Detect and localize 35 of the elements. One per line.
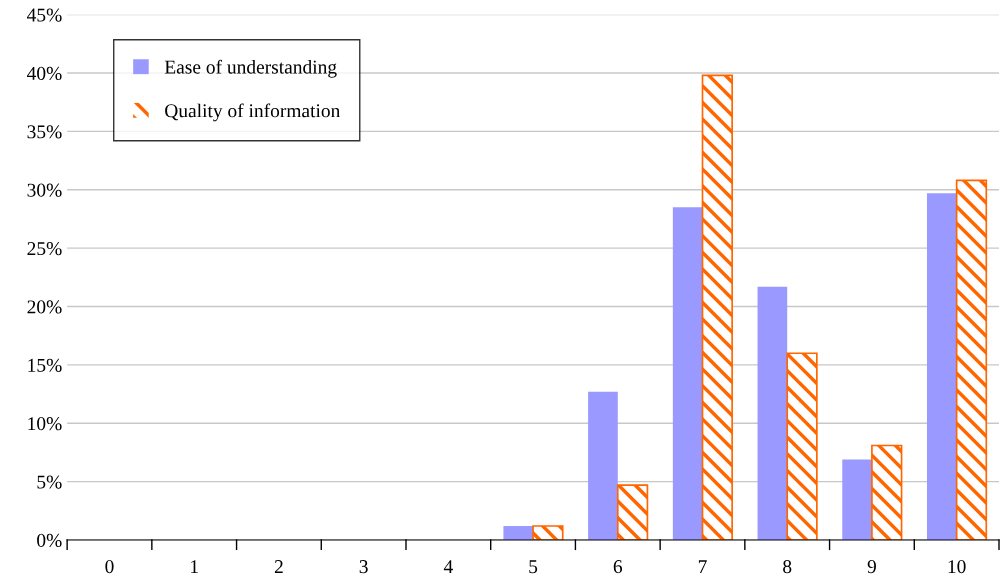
y-tick-label: 0% — [37, 533, 62, 548]
x-tick-label: 2 — [274, 560, 283, 573]
x-tick-label: 3 — [359, 560, 368, 574]
x-tick-label: 0 — [105, 560, 114, 574]
bar — [672, 207, 703, 541]
y-tick-label: 5% — [37, 475, 62, 489]
bar — [786, 352, 818, 541]
y-tick-label: 35% — [27, 125, 62, 139]
bar — [588, 391, 618, 541]
x-tick-label: 7 — [698, 560, 707, 573]
x-tick-label: 10 — [948, 560, 966, 574]
bar — [532, 525, 564, 541]
x-tick-label: 6 — [613, 560, 623, 574]
bar — [616, 484, 649, 541]
bar — [842, 459, 872, 541]
bar — [871, 444, 903, 541]
x-tick-label: 1 — [191, 560, 198, 573]
y-tick-label: 45% — [27, 8, 62, 22]
y-tick-label: 40% — [27, 66, 62, 81]
x-tick-label: 5 — [529, 560, 538, 574]
y-tick-label: 15% — [28, 358, 62, 372]
bar — [926, 193, 957, 541]
bar — [503, 526, 534, 541]
bar — [701, 74, 733, 541]
bar — [757, 286, 788, 541]
legend-label: Quality of information — [165, 103, 341, 122]
y-tick-label: 25% — [27, 241, 62, 256]
y-tick-label: 30% — [27, 183, 62, 197]
x-tick-label: 4 — [443, 560, 453, 573]
bar — [955, 179, 988, 541]
y-tick-label: 20% — [27, 300, 62, 314]
y-tick-label: 10% — [28, 417, 62, 431]
x-tick-label: 9 — [867, 560, 876, 574]
x-tick-label: 8 — [783, 560, 792, 574]
legend-label: Ease of understanding — [164, 59, 337, 78]
